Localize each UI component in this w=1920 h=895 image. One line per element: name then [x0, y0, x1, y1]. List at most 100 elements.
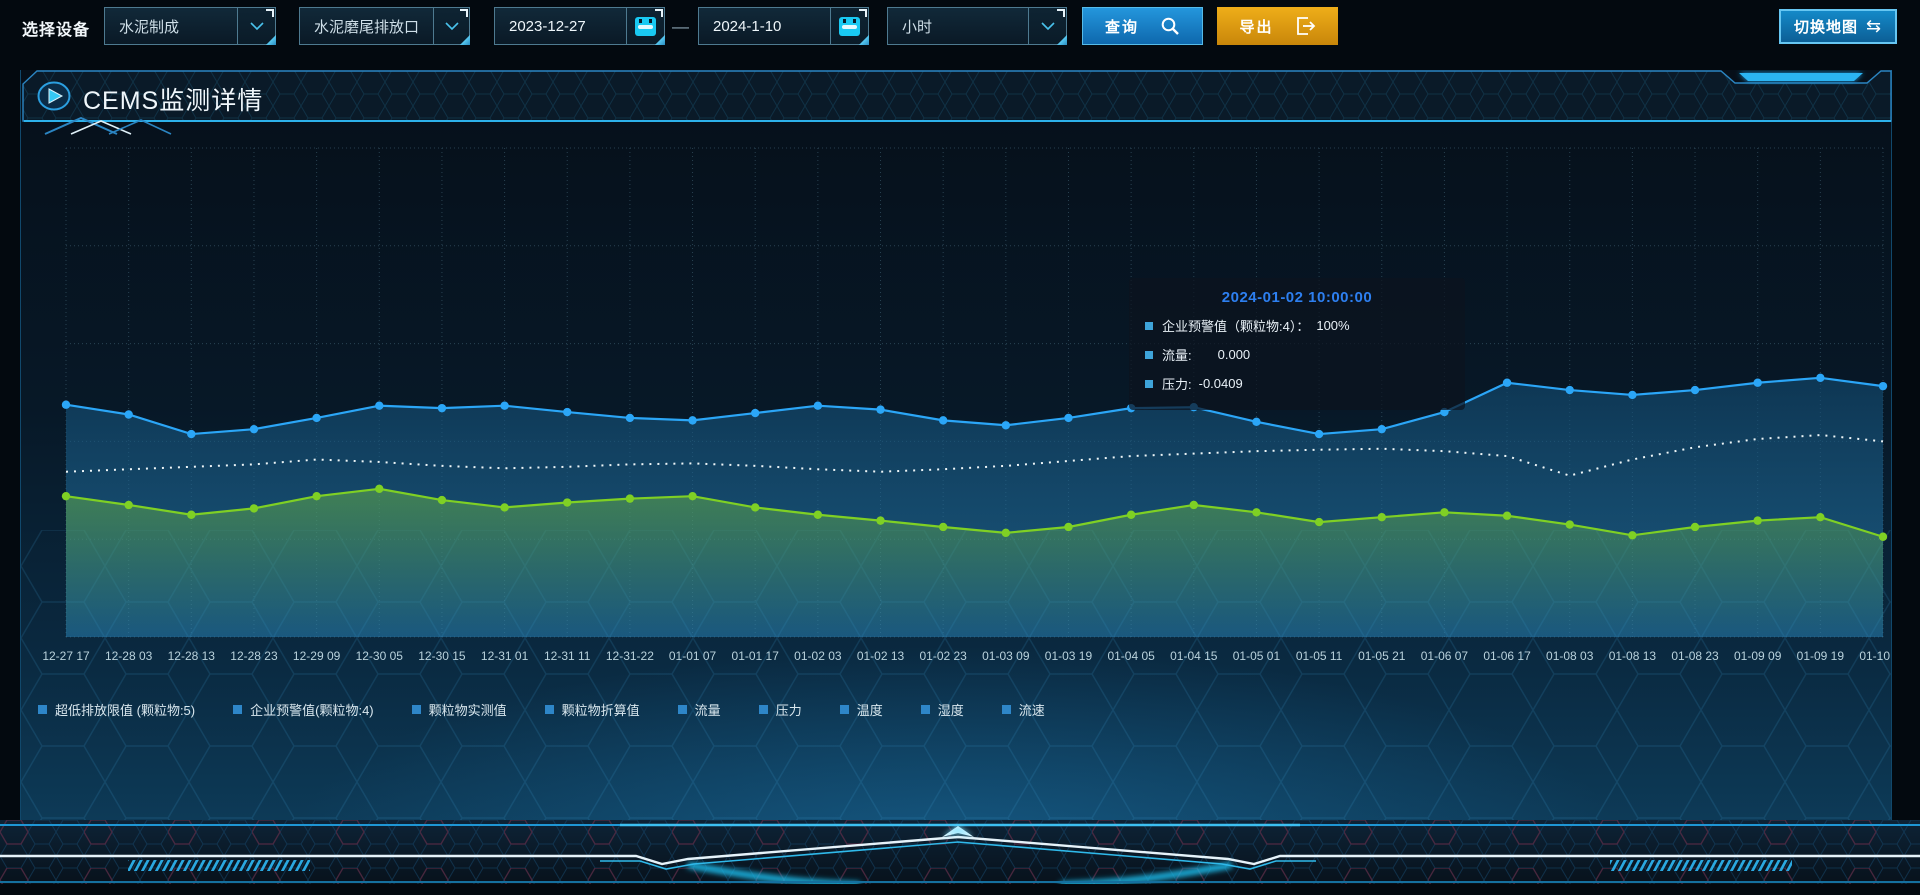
data-point[interactable]: [1189, 500, 1198, 510]
legend-item[interactable]: 超低排放限值 (颗粒物:5): [38, 700, 195, 719]
data-point[interactable]: [938, 416, 948, 425]
bottom-decorative-frame: [0, 820, 1920, 890]
data-point[interactable]: [876, 516, 885, 525]
legend-item[interactable]: 企业预警值(颗粒物:4): [233, 700, 374, 719]
data-point[interactable]: [1314, 517, 1324, 527]
data-point[interactable]: [1252, 417, 1261, 427]
end-date-picker[interactable]: 2024-1-10: [698, 7, 869, 45]
data-point[interactable]: [312, 413, 321, 423]
data-point[interactable]: [437, 495, 447, 505]
legend-marker-icon: [1001, 705, 1011, 714]
data-point[interactable]: [1377, 512, 1386, 522]
x-axis-label: 12-30 05: [356, 649, 404, 663]
data-point[interactable]: [1565, 520, 1574, 529]
play-icon[interactable]: [37, 81, 71, 111]
legend-item[interactable]: 压力: [758, 700, 802, 719]
data-point[interactable]: [1126, 510, 1136, 519]
outlet-select[interactable]: 水泥磨尾排放口: [299, 7, 470, 45]
export-button[interactable]: 导出: [1217, 7, 1338, 45]
chart-region[interactable]: 12-27 17 12-28 03 12-28 13 12-28 23 12-29 09…: [21, 120, 1907, 680]
tooltip-row: 流量: 0.000: [1145, 345, 1449, 364]
data-point[interactable]: [1690, 522, 1700, 532]
data-point[interactable]: [1878, 381, 1888, 391]
switch-map-button[interactable]: 切换地图 ⇆: [1779, 9, 1897, 44]
data-point[interactable]: [751, 503, 760, 512]
data-point[interactable]: [1753, 516, 1762, 525]
data-point[interactable]: [625, 494, 635, 503]
chart-lines: [65, 376, 1884, 538]
data-point[interactable]: [187, 429, 196, 439]
legend-item[interactable]: 流速: [1001, 700, 1045, 719]
data-point[interactable]: [437, 403, 447, 413]
data-point[interactable]: [1753, 378, 1762, 387]
device-select[interactable]: 水泥制成: [104, 7, 276, 45]
x-axis-label: 12-27 17: [42, 649, 90, 663]
end-date-icon-box[interactable]: [830, 8, 869, 45]
data-point[interactable]: [625, 413, 635, 423]
query-button[interactable]: 查询: [1082, 7, 1203, 45]
data-point[interactable]: [124, 410, 133, 419]
legend-item[interactable]: 湿度: [920, 700, 964, 719]
data-point[interactable]: [1064, 413, 1073, 423]
data-point[interactable]: [61, 491, 71, 501]
legend-marker-icon: [677, 705, 687, 714]
legend-item[interactable]: 颗粒物实测值: [411, 700, 507, 719]
data-point[interactable]: [1628, 531, 1637, 540]
data-point[interactable]: [1502, 511, 1512, 520]
data-point[interactable]: [563, 407, 572, 417]
outlet-select-dropdown-box[interactable]: [433, 8, 470, 45]
interval-select-dropdown-box[interactable]: [1028, 8, 1067, 45]
start-date-icon-box[interactable]: [626, 8, 665, 45]
data-point[interactable]: [1001, 421, 1011, 430]
data-point[interactable]: [375, 484, 384, 494]
data-point[interactable]: [1001, 528, 1011, 538]
legend-marker-icon: [839, 705, 849, 714]
x-axis-label: 12-28 13: [168, 649, 216, 663]
data-point[interactable]: [876, 405, 885, 414]
start-date-picker[interactable]: 2023-12-27: [494, 7, 665, 45]
data-point[interactable]: [500, 503, 509, 512]
data-point[interactable]: [813, 401, 823, 410]
data-point[interactable]: [1816, 373, 1825, 383]
x-axis-label: 12-31 01: [481, 649, 529, 663]
data-point[interactable]: [1816, 512, 1825, 522]
data-point[interactable]: [1690, 385, 1700, 395]
cems-chart[interactable]: 12-27 17 12-28 03 12-28 13 12-28 23 12-29 09…: [21, 120, 1907, 680]
data-point[interactable]: [751, 408, 760, 418]
data-point[interactable]: [61, 400, 71, 409]
data-point[interactable]: [1252, 508, 1261, 517]
legend-item[interactable]: 颗粒物折算值: [544, 700, 640, 719]
data-point[interactable]: [312, 491, 321, 501]
legend-item-label: 超低排放限值 (颗粒物:5): [55, 703, 196, 718]
legend-item[interactable]: 温度: [839, 700, 883, 719]
tooltip-row-value: 0.000: [1217, 347, 1251, 362]
data-point[interactable]: [688, 491, 697, 501]
cems-panel: CEMS监测详情: [20, 70, 1907, 820]
legend-item-label: 颗粒物折算值: [561, 703, 640, 718]
data-point[interactable]: [1377, 424, 1386, 434]
data-point[interactable]: [1628, 390, 1637, 400]
data-point[interactable]: [500, 401, 509, 410]
data-point[interactable]: [187, 510, 196, 519]
data-point[interactable]: [1878, 532, 1888, 541]
export-icon: [1296, 17, 1315, 35]
data-point[interactable]: [813, 510, 823, 519]
data-point[interactable]: [1565, 385, 1574, 395]
interval-select[interactable]: 小时: [887, 7, 1067, 45]
data-point[interactable]: [938, 522, 948, 532]
device-select-dropdown-box[interactable]: [237, 8, 276, 45]
x-axis-label: 12-31-22: [606, 649, 654, 663]
data-point[interactable]: [1440, 508, 1449, 517]
data-point[interactable]: [1502, 378, 1512, 387]
data-point[interactable]: [249, 504, 259, 513]
data-point[interactable]: [1314, 429, 1324, 439]
data-point[interactable]: [124, 500, 133, 510]
legend-item[interactable]: 流量: [677, 700, 721, 719]
data-point[interactable]: [688, 416, 697, 425]
data-point[interactable]: [249, 424, 259, 434]
series-marker-icon: [1145, 350, 1153, 359]
data-point[interactable]: [375, 401, 384, 410]
data-point[interactable]: [563, 498, 572, 507]
data-point[interactable]: [1064, 522, 1073, 532]
x-axis-label: 01-03 19: [1045, 649, 1093, 663]
